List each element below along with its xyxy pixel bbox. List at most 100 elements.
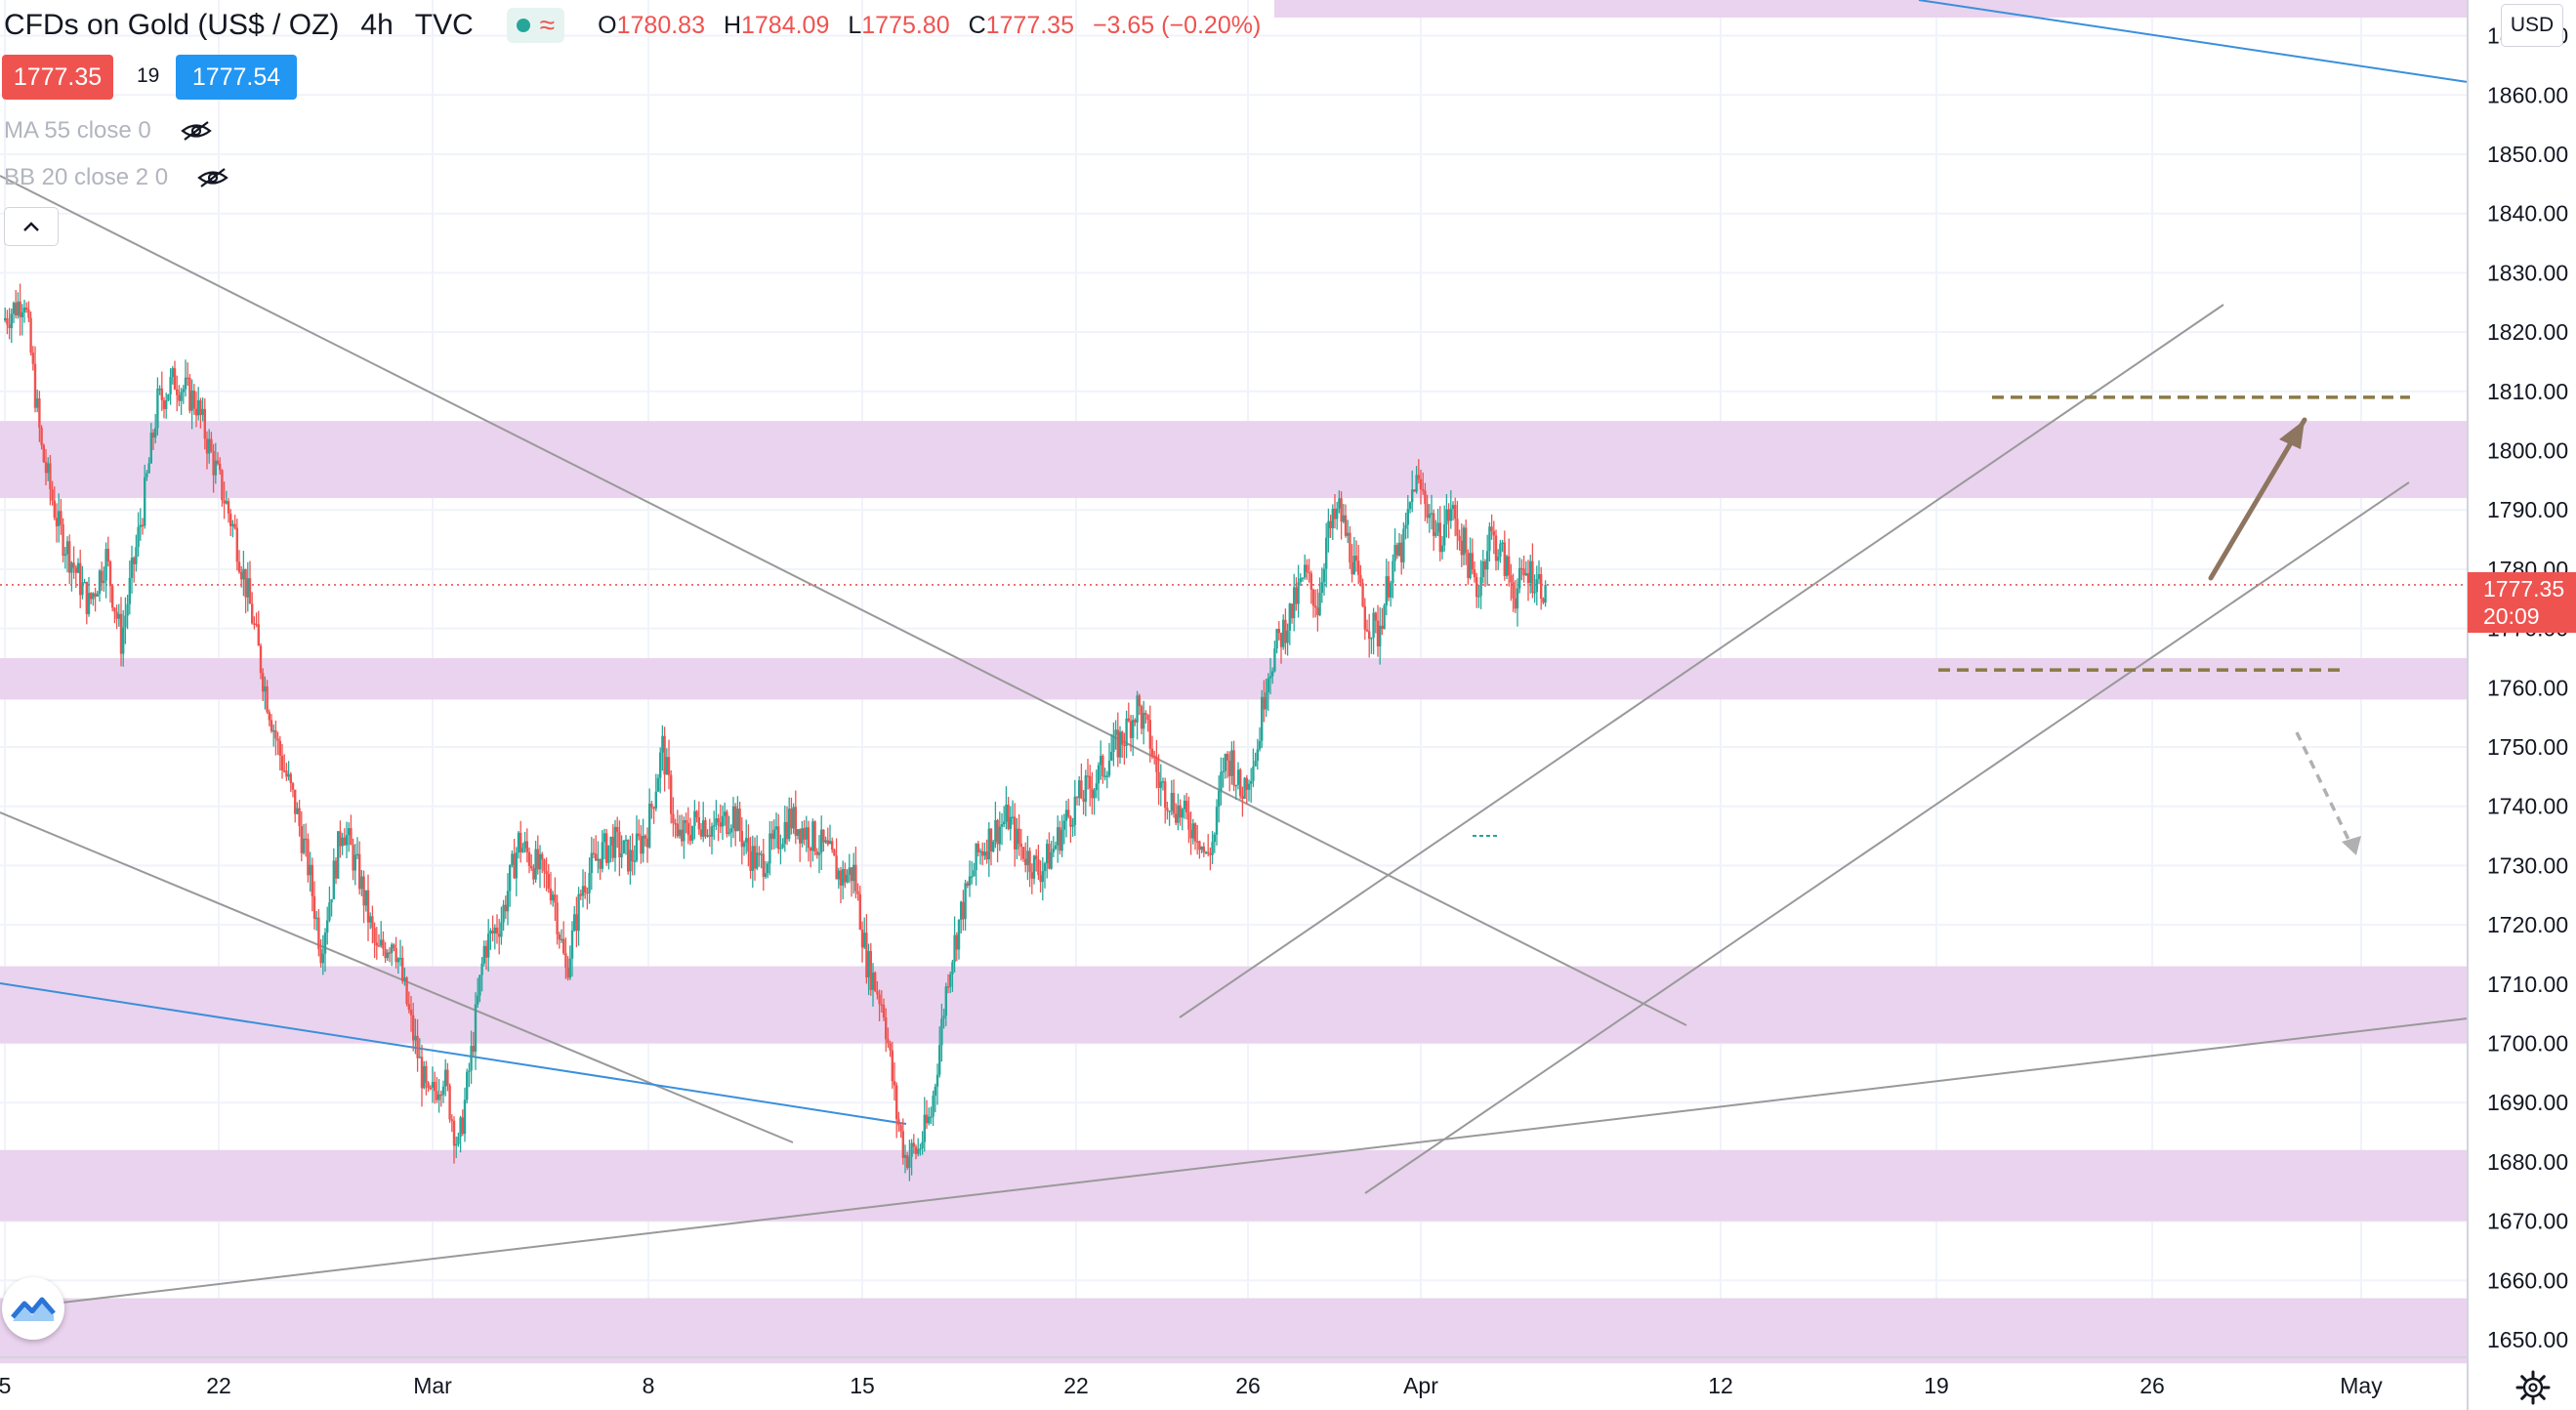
candle bbox=[12, 301, 16, 324]
candle-body bbox=[1067, 809, 1070, 817]
candle bbox=[942, 1008, 945, 1029]
candle bbox=[8, 308, 11, 340]
candle bbox=[1003, 806, 1006, 828]
eye-hidden-icon[interactable] bbox=[180, 120, 212, 142]
candle bbox=[1387, 560, 1391, 601]
collapse-legend-button[interactable] bbox=[4, 207, 59, 246]
candle bbox=[182, 385, 185, 404]
candle-body bbox=[1254, 761, 1257, 767]
trend-line bbox=[0, 175, 1687, 1026]
candle-body bbox=[436, 1091, 438, 1100]
indicator-bb[interactable]: BB 20 close 2 0 bbox=[4, 164, 229, 191]
candle bbox=[1211, 831, 1214, 864]
candle bbox=[792, 803, 795, 834]
candle-body bbox=[124, 615, 127, 628]
candle bbox=[826, 827, 829, 847]
candle-body bbox=[197, 399, 200, 416]
candle-body bbox=[1127, 718, 1130, 722]
candle bbox=[49, 454, 52, 506]
candle bbox=[1379, 606, 1382, 665]
indicator-ma[interactable]: MA 55 close 0 bbox=[4, 117, 212, 145]
trend-line bbox=[1364, 481, 2410, 1194]
buy-button[interactable]: 1777.54 bbox=[176, 55, 297, 100]
candle bbox=[749, 836, 752, 879]
symbol-title[interactable]: CFDs on Gold (US$ / OZ) bbox=[4, 9, 340, 41]
candle bbox=[1136, 690, 1139, 740]
price-zone bbox=[0, 1149, 2468, 1222]
candle-body bbox=[326, 920, 329, 933]
candle-body bbox=[925, 1114, 929, 1124]
candle bbox=[474, 992, 478, 1070]
candle bbox=[1372, 607, 1375, 655]
candle-body bbox=[1110, 751, 1113, 762]
candle bbox=[856, 883, 859, 901]
candle bbox=[1460, 523, 1463, 567]
candle bbox=[1024, 842, 1027, 873]
candle bbox=[917, 1138, 920, 1157]
candle bbox=[777, 813, 780, 854]
candle-body bbox=[622, 840, 625, 853]
x-tick-label: 22 bbox=[206, 1373, 231, 1398]
eye-hidden-icon[interactable] bbox=[197, 167, 229, 188]
candle bbox=[934, 1083, 936, 1113]
interval-label[interactable]: 4h bbox=[360, 9, 394, 41]
candle-body bbox=[79, 562, 82, 596]
candle bbox=[373, 922, 376, 959]
candle-body bbox=[1329, 520, 1332, 528]
tradingview-logo[interactable] bbox=[2, 1277, 64, 1340]
sell-button[interactable]: 1777.35 bbox=[2, 55, 113, 100]
candle-body bbox=[1526, 572, 1530, 583]
settings-gear-icon[interactable] bbox=[2514, 1368, 2553, 1407]
candle bbox=[1258, 726, 1262, 752]
time-axis: 5 22 Mar 8 15 22 26 Apr 12 19 26 May bbox=[0, 1356, 2468, 1398]
candle bbox=[1028, 847, 1031, 888]
candle bbox=[36, 389, 39, 413]
candle bbox=[764, 860, 768, 880]
candle bbox=[1127, 702, 1130, 723]
candle-body bbox=[678, 829, 682, 837]
candle-body bbox=[429, 1087, 432, 1090]
candle-body bbox=[371, 916, 374, 929]
candle-body bbox=[1189, 829, 1192, 839]
candle-body bbox=[362, 876, 365, 906]
candle-body bbox=[149, 433, 152, 464]
candle-body bbox=[964, 883, 967, 920]
candle bbox=[298, 800, 301, 837]
market-status-pill[interactable]: ≈ bbox=[506, 8, 565, 43]
currency-button[interactable]: USD bbox=[2501, 4, 2563, 47]
candle bbox=[717, 813, 720, 842]
candle bbox=[1268, 657, 1272, 695]
candle-body bbox=[160, 388, 163, 400]
candle-body bbox=[133, 558, 136, 564]
candle-body bbox=[805, 827, 808, 840]
candle bbox=[272, 724, 275, 747]
candle bbox=[169, 368, 172, 405]
candle-body bbox=[398, 957, 402, 960]
candle-body bbox=[831, 841, 834, 850]
candle bbox=[923, 1097, 926, 1152]
candle-body bbox=[493, 927, 496, 934]
candle bbox=[1196, 824, 1199, 855]
candle-body bbox=[470, 1046, 473, 1071]
candle bbox=[396, 957, 399, 975]
candle-body bbox=[457, 1137, 460, 1144]
candle-body bbox=[1372, 612, 1375, 638]
candle-body bbox=[1483, 560, 1487, 570]
candle bbox=[398, 939, 402, 967]
candle-body bbox=[511, 853, 514, 865]
candle-body bbox=[586, 892, 589, 894]
candle-body bbox=[906, 1155, 909, 1168]
candle-body bbox=[663, 735, 666, 775]
candle bbox=[1107, 742, 1111, 778]
candle bbox=[6, 310, 9, 335]
candle bbox=[1204, 850, 1208, 854]
trend-line bbox=[1918, 0, 2469, 83]
candle bbox=[482, 940, 485, 967]
candle bbox=[724, 803, 727, 826]
candle bbox=[416, 1018, 419, 1072]
candle-body bbox=[1175, 813, 1178, 823]
trend-line bbox=[0, 811, 794, 1143]
candle bbox=[595, 835, 598, 861]
candle bbox=[1505, 554, 1509, 579]
